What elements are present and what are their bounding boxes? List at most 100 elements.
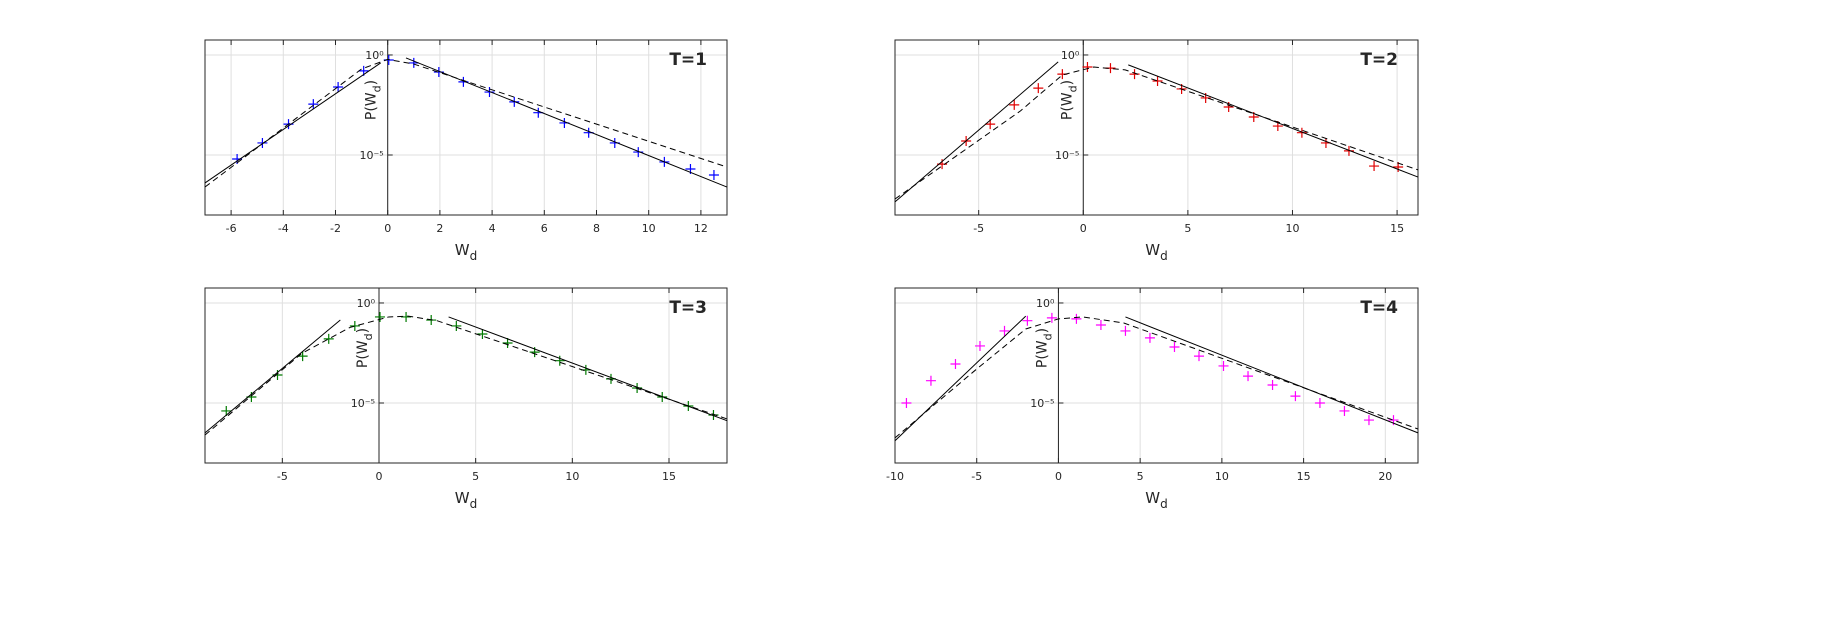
- marker: [1082, 62, 1093, 73]
- y-label-post: ): [364, 80, 380, 85]
- x-tick-label: 4: [489, 222, 496, 235]
- marker: [349, 320, 360, 331]
- marker: [1144, 332, 1155, 343]
- marker: [1033, 83, 1044, 94]
- y-label-sub: d: [362, 333, 375, 340]
- x-tick-label: 2: [436, 222, 443, 235]
- y-label-post: ): [1059, 80, 1075, 85]
- marker: [1120, 325, 1131, 336]
- marker: [1095, 320, 1106, 331]
- x-label-main: W: [455, 241, 470, 259]
- fit-line: [894, 315, 1027, 442]
- marker: [1152, 75, 1163, 86]
- x-tick-label: -2: [330, 222, 341, 235]
- fit-line: [204, 319, 341, 434]
- x-tick-label: 0: [376, 470, 383, 483]
- plot-area: [895, 40, 1418, 215]
- y-axis-label: P(Wd): [355, 328, 375, 368]
- marker: [1393, 162, 1404, 173]
- x-tick-label: 5: [472, 470, 479, 483]
- marker: [333, 82, 344, 93]
- x-label-main: W: [1145, 241, 1160, 259]
- x-tick-label: 15: [1297, 470, 1311, 483]
- plot-area: [205, 288, 727, 463]
- marker: [374, 311, 385, 322]
- subplot-title: T=4: [1360, 298, 1398, 318]
- marker: [257, 137, 268, 148]
- x-label-main: W: [1145, 489, 1160, 507]
- marker: [1009, 99, 1020, 110]
- x-tick-label: -5: [971, 470, 982, 483]
- marker: [1290, 391, 1301, 402]
- x-tick-label: 10: [642, 222, 656, 235]
- x-tick-label: 0: [384, 222, 391, 235]
- x-label-sub: d: [470, 249, 478, 263]
- plot-frame: [894, 287, 1419, 464]
- x-tick-label: -5: [277, 470, 288, 483]
- marker: [1369, 161, 1380, 172]
- subplot-title: T=2: [1360, 50, 1398, 70]
- marker: [308, 99, 319, 110]
- x-tick-label: 20: [1378, 470, 1392, 483]
- y-label-pre: P(W: [364, 92, 380, 120]
- y-label-post: ): [355, 328, 371, 333]
- y-label-pre: P(W: [355, 340, 371, 368]
- marker: [925, 375, 936, 386]
- x-tick-label: 8: [593, 222, 600, 235]
- y-tick-label: 10⁻⁵: [1055, 149, 1079, 162]
- x-tick-label: 0: [1055, 470, 1062, 483]
- x-axis-label: Wd: [1145, 241, 1167, 263]
- subplot-title: T=1: [669, 50, 707, 70]
- y-axis-label: P(Wd): [1034, 328, 1054, 368]
- marker: [1314, 397, 1325, 408]
- marker: [974, 340, 985, 351]
- marker: [1071, 313, 1082, 324]
- fit-line: [1128, 64, 1419, 178]
- y-label-sub: d: [371, 85, 384, 92]
- marker: [323, 333, 334, 344]
- marker: [1363, 415, 1374, 426]
- y-tick-label: 10⁰: [1061, 49, 1080, 62]
- x-label-sub: d: [1160, 497, 1168, 511]
- x-axis-label: Wd: [455, 489, 477, 511]
- dashed-line: [894, 316, 1419, 439]
- x-label-sub: d: [1160, 249, 1168, 263]
- marker: [1193, 351, 1204, 362]
- plot-frame: [204, 287, 728, 464]
- y-tick-label: 10⁻⁵: [351, 397, 375, 410]
- y-axis-label: P(Wd): [1059, 80, 1079, 120]
- fit-line: [1125, 316, 1419, 434]
- y-tick-label: 10⁰: [365, 49, 384, 62]
- x-tick-label: -6: [226, 222, 237, 235]
- y-label-sub: d: [1066, 85, 1079, 92]
- subplot-title: T=3: [669, 298, 707, 318]
- marker: [901, 397, 912, 408]
- x-tick-label: 10: [565, 470, 579, 483]
- marker: [297, 351, 308, 362]
- dashed-line: [894, 66, 1419, 200]
- x-tick-label: 10: [1215, 470, 1229, 483]
- x-tick-label: 15: [662, 470, 676, 483]
- x-tick-label: 10: [1285, 222, 1299, 235]
- y-label-post: ): [1034, 328, 1050, 333]
- y-tick-label: 10⁰: [1036, 297, 1055, 310]
- marker: [1296, 127, 1307, 138]
- x-tick-label: -10: [886, 470, 904, 483]
- marker: [1022, 315, 1033, 326]
- y-label-pre: P(W: [1034, 340, 1050, 368]
- y-label-sub: d: [1041, 333, 1054, 340]
- marker: [633, 147, 644, 158]
- marker: [1046, 312, 1057, 323]
- plot-frame: [204, 39, 728, 216]
- fit-line: [894, 61, 1059, 203]
- marker: [1267, 380, 1278, 391]
- x-label-sub: d: [470, 497, 478, 511]
- plot-area: [895, 288, 1418, 463]
- plot-frame: [894, 39, 1419, 216]
